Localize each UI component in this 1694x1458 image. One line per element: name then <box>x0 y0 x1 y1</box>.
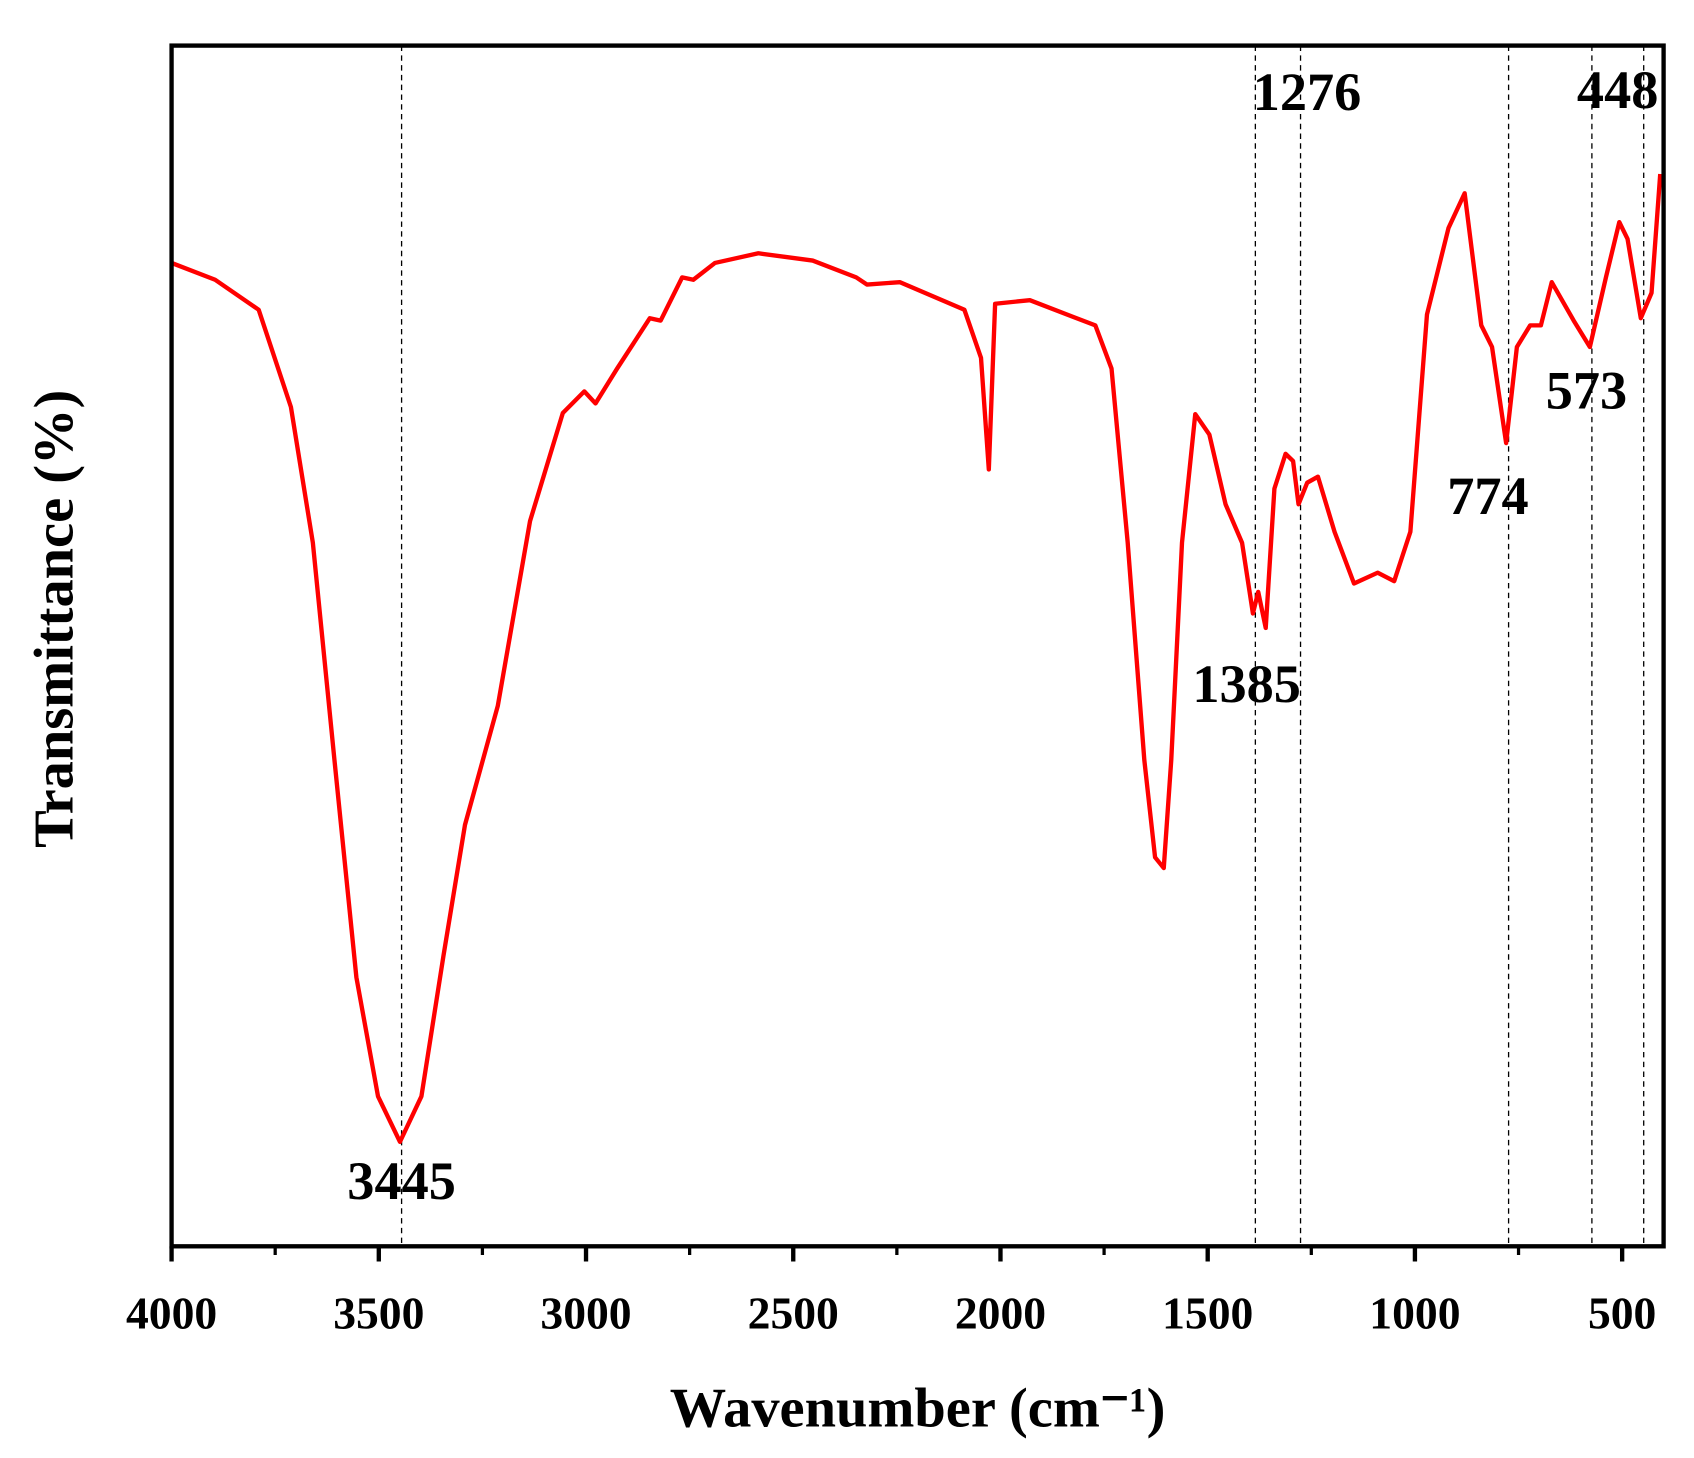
peak-label: 448 <box>1577 60 1658 120</box>
x-tick-label: 2500 <box>748 1287 839 1338</box>
y-axis-title: Transmittance (%) <box>24 390 86 848</box>
spectrum-line <box>170 173 1663 1145</box>
plot-frame <box>169 43 1666 1249</box>
peak-label: 573 <box>1546 361 1627 421</box>
peak-label: 1385 <box>1192 654 1301 714</box>
x-tick-label: 500 <box>1588 1287 1656 1338</box>
x-tick-label: 4000 <box>126 1287 217 1338</box>
x-tick-label: 3000 <box>540 1287 631 1338</box>
x-tick-label: 1500 <box>1162 1287 1253 1338</box>
peak-label: 1276 <box>1253 62 1362 122</box>
peak-label: 3445 <box>347 1151 456 1211</box>
x-tick-label: 1000 <box>1369 1287 1460 1338</box>
peak-label: 774 <box>1447 466 1528 526</box>
x-tick-label: 3500 <box>333 1287 424 1338</box>
x-axis-title: Wavenumber (cm⁻¹) <box>670 1377 1166 1439</box>
x-tick-label: 2000 <box>955 1287 1046 1338</box>
